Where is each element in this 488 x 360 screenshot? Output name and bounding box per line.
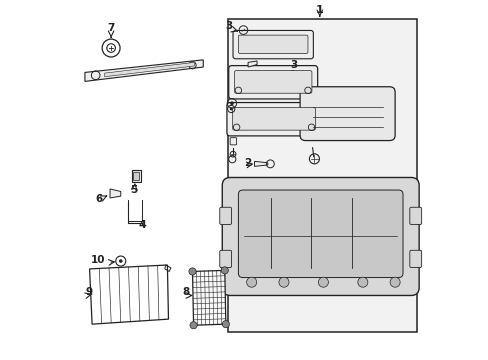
Circle shape (318, 277, 328, 287)
Text: 9: 9 (86, 288, 93, 297)
Circle shape (389, 277, 399, 287)
FancyBboxPatch shape (232, 108, 315, 130)
Text: 6: 6 (96, 194, 102, 203)
Circle shape (357, 277, 367, 287)
Circle shape (221, 267, 228, 274)
FancyBboxPatch shape (233, 31, 313, 59)
Text: 3: 3 (314, 100, 321, 110)
Circle shape (190, 321, 197, 329)
FancyBboxPatch shape (219, 207, 231, 225)
Text: 8: 8 (183, 288, 190, 297)
Polygon shape (110, 189, 121, 198)
Polygon shape (247, 61, 257, 67)
Circle shape (188, 268, 196, 275)
Text: 5: 5 (129, 185, 137, 194)
Circle shape (246, 277, 256, 287)
Circle shape (229, 108, 232, 111)
FancyBboxPatch shape (222, 177, 418, 296)
Circle shape (230, 102, 233, 105)
Text: 3: 3 (225, 21, 233, 31)
FancyBboxPatch shape (300, 87, 394, 140)
FancyBboxPatch shape (133, 172, 139, 180)
FancyBboxPatch shape (219, 250, 231, 267)
Polygon shape (104, 62, 194, 77)
FancyBboxPatch shape (238, 35, 307, 53)
Text: 3: 3 (290, 60, 297, 70)
Bar (228, 19, 416, 332)
Text: 1: 1 (315, 5, 323, 15)
FancyBboxPatch shape (238, 190, 402, 278)
FancyBboxPatch shape (131, 170, 140, 182)
FancyBboxPatch shape (230, 138, 236, 145)
Text: 2: 2 (244, 158, 250, 168)
FancyBboxPatch shape (409, 207, 421, 225)
Text: 7: 7 (107, 23, 115, 33)
Circle shape (222, 320, 229, 328)
Polygon shape (85, 60, 203, 81)
FancyBboxPatch shape (226, 103, 321, 136)
Circle shape (119, 259, 122, 263)
Polygon shape (254, 161, 267, 166)
Text: 4: 4 (138, 220, 146, 230)
FancyBboxPatch shape (234, 71, 311, 93)
Text: 10: 10 (91, 255, 105, 265)
Circle shape (278, 277, 288, 287)
Polygon shape (192, 270, 225, 325)
FancyBboxPatch shape (228, 66, 317, 99)
FancyBboxPatch shape (409, 250, 421, 267)
